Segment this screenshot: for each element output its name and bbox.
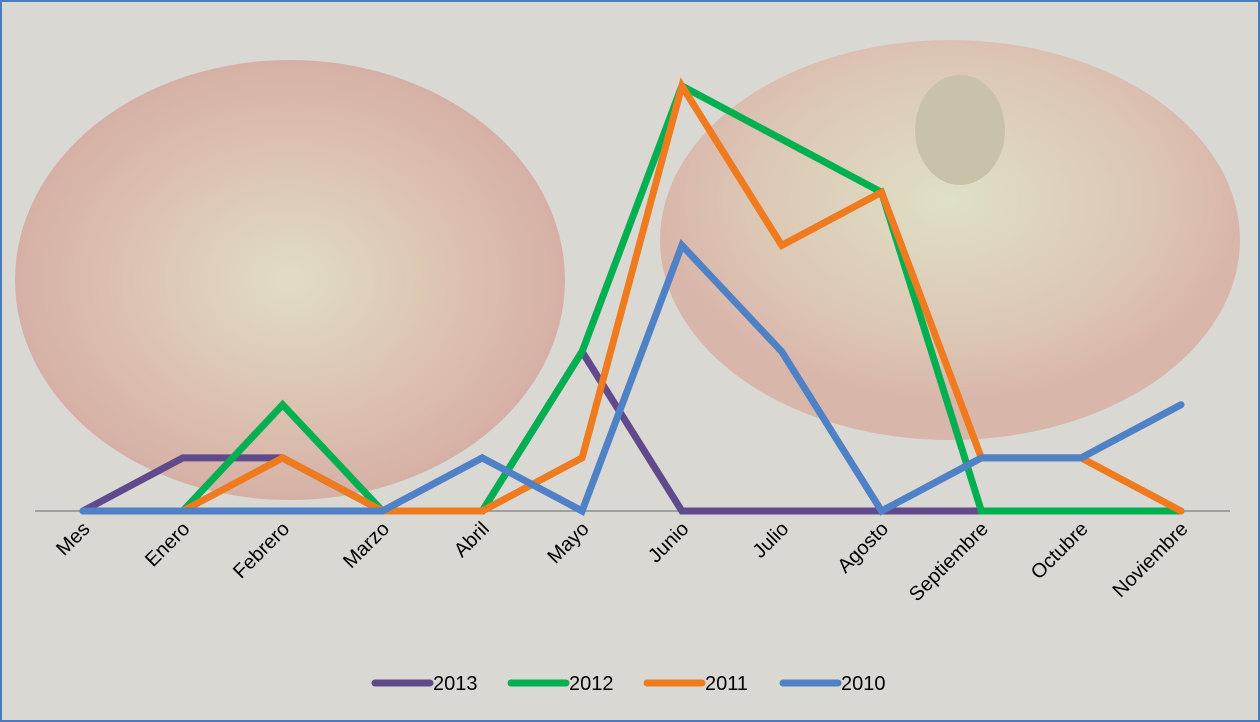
legend: 2013 2012 2011 2010 — [371, 673, 886, 695]
series-line — [79, 238, 1185, 516]
background-apple — [15, 60, 565, 500]
background-apple — [660, 40, 1240, 440]
legend-label: 2013 — [433, 673, 478, 695]
legend-label: 2011 — [705, 673, 748, 695]
legend-label: 2012 — [569, 673, 614, 695]
plot-area — [79, 77, 1185, 516]
legend-label: 2010 — [841, 673, 886, 695]
background-apple-core — [915, 75, 1005, 185]
